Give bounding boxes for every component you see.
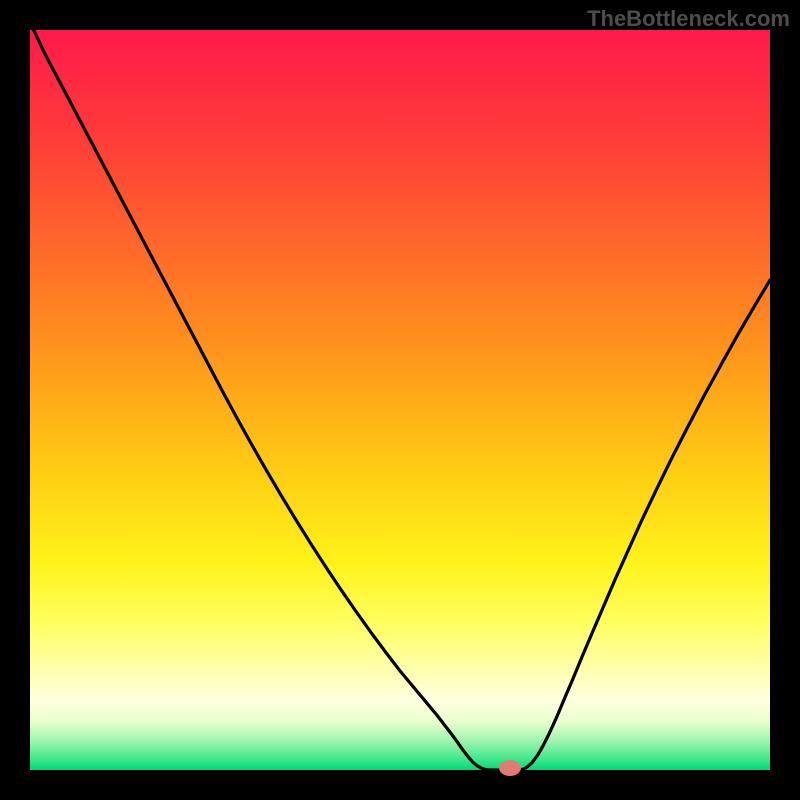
bottleneck-curve <box>30 30 770 770</box>
optimum-marker <box>499 760 521 776</box>
plot-area <box>30 30 770 770</box>
chart-container: TheBottleneck.com <box>0 0 800 800</box>
watermark-text: TheBottleneck.com <box>587 6 790 32</box>
